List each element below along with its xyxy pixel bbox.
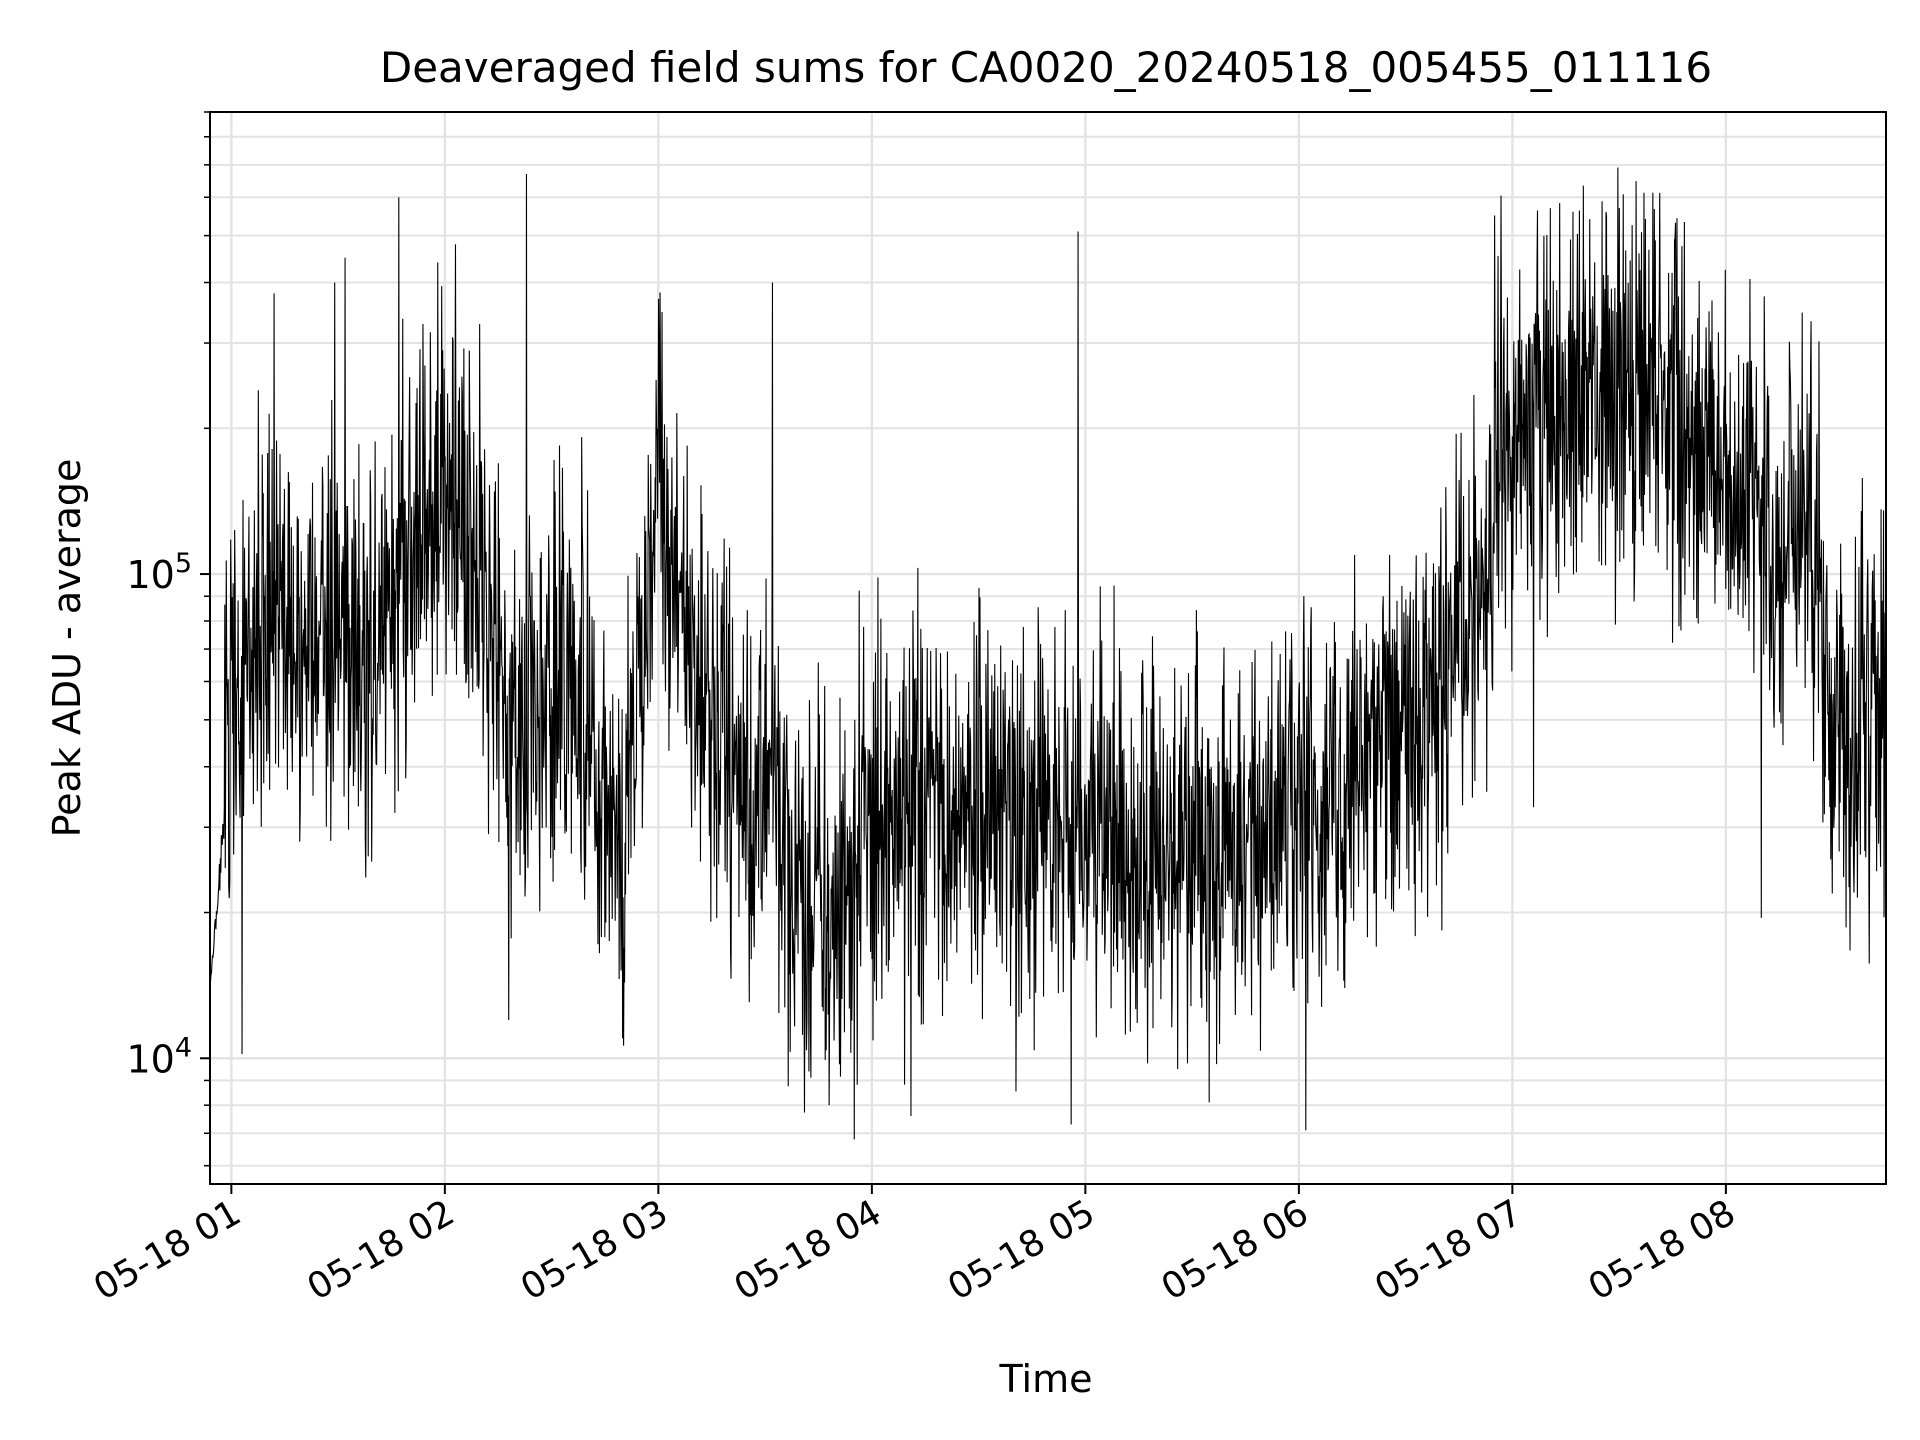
x-tick-label: 05-18 05 (941, 1192, 1102, 1308)
x-tick-label: 05-18 04 (728, 1192, 889, 1308)
chart-title: Deaveraged field sums for CA0020_2024051… (380, 43, 1712, 92)
x-tick-label: 05-18 07 (1368, 1192, 1529, 1308)
series-line (210, 167, 1886, 1140)
x-tick-label: 05-18 08 (1582, 1192, 1743, 1308)
x-tick-label: 05-18 03 (514, 1192, 675, 1308)
x-axis: 05-18 01 05-18 02 05-18 03 05-18 04 05-18 05… (87, 1184, 1742, 1309)
grid (210, 111, 1886, 1184)
x-tick-label: 05-18 02 (301, 1192, 462, 1308)
y-tick-label: 104 (126, 1032, 192, 1081)
x-axis-label: Time (999, 1357, 1093, 1401)
x-tick-label: 05-18 06 (1155, 1192, 1316, 1308)
plot-frame (209, 111, 1887, 1185)
x-tick-label: 05-18 01 (87, 1192, 248, 1308)
y-tick-label: 105 (126, 548, 192, 597)
y-axis: 104 105 (126, 111, 210, 1167)
y-axis-label: Peak ADU - average (45, 459, 89, 838)
